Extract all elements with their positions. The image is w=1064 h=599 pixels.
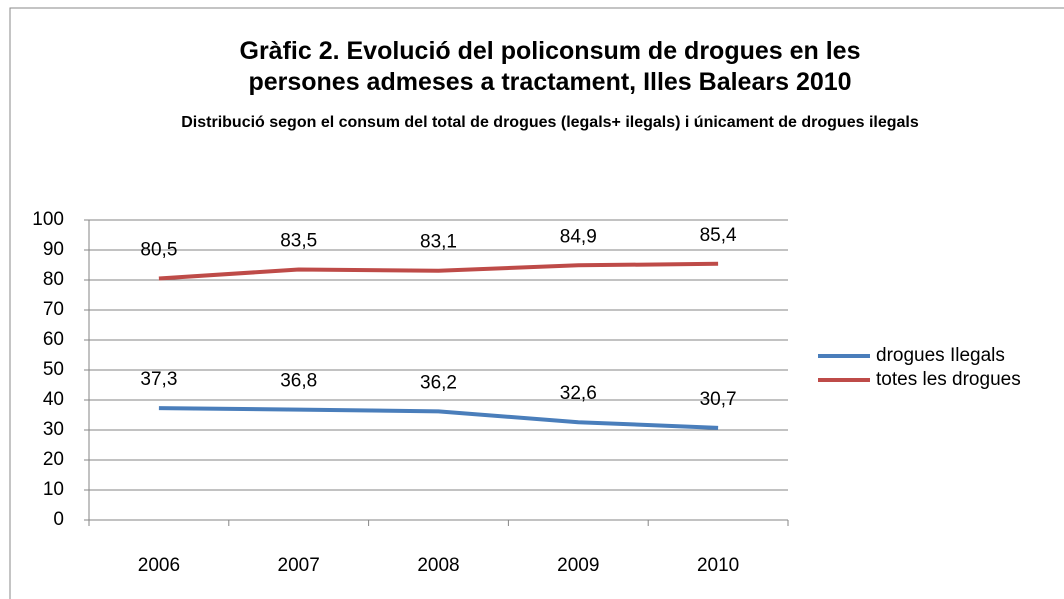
data-label: 30,7 [700,389,737,410]
data-label: 83,1 [420,232,457,253]
y-tick-label: 60 [43,329,64,350]
y-tick-label: 90 [43,239,64,260]
y-tick-label: 20 [43,449,64,470]
y-tick-label: 10 [43,479,64,500]
series-line [158,406,719,430]
y-tick-label: 100 [32,209,64,230]
series-line [158,261,719,281]
x-tick-label: 2007 [278,555,320,576]
data-label: 83,5 [280,231,317,252]
data-label: 36,2 [420,372,457,393]
chart-border [9,7,1064,599]
legend-label: totes les drogues [876,369,1021,390]
x-tick-label: 2006 [138,555,180,576]
y-tick-label: 80 [43,269,64,290]
x-tick-label: 2008 [417,555,459,576]
y-tick-label: 0 [53,509,64,530]
y-tick-label: 30 [43,419,64,440]
x-tick-label: 2009 [557,555,599,576]
chart-subtitle: Distribució segon el consum del total de… [181,114,919,131]
data-label: 80,5 [140,240,177,261]
x-tick-label: 2010 [697,555,739,576]
data-label: 37,3 [140,369,177,390]
legend-label: drogues Ilegals [876,345,1005,366]
y-tick-label: 40 [43,389,64,410]
data-label: 85,4 [700,225,737,246]
chart-title: Gràfic 2. Evolució del policonsum de dro… [239,37,861,96]
y-tick-label: 70 [43,299,64,320]
data-label: 32,6 [560,383,597,404]
data-label: 36,8 [280,371,317,392]
y-tick-label: 50 [43,359,64,380]
data-label: 84,9 [560,226,597,247]
